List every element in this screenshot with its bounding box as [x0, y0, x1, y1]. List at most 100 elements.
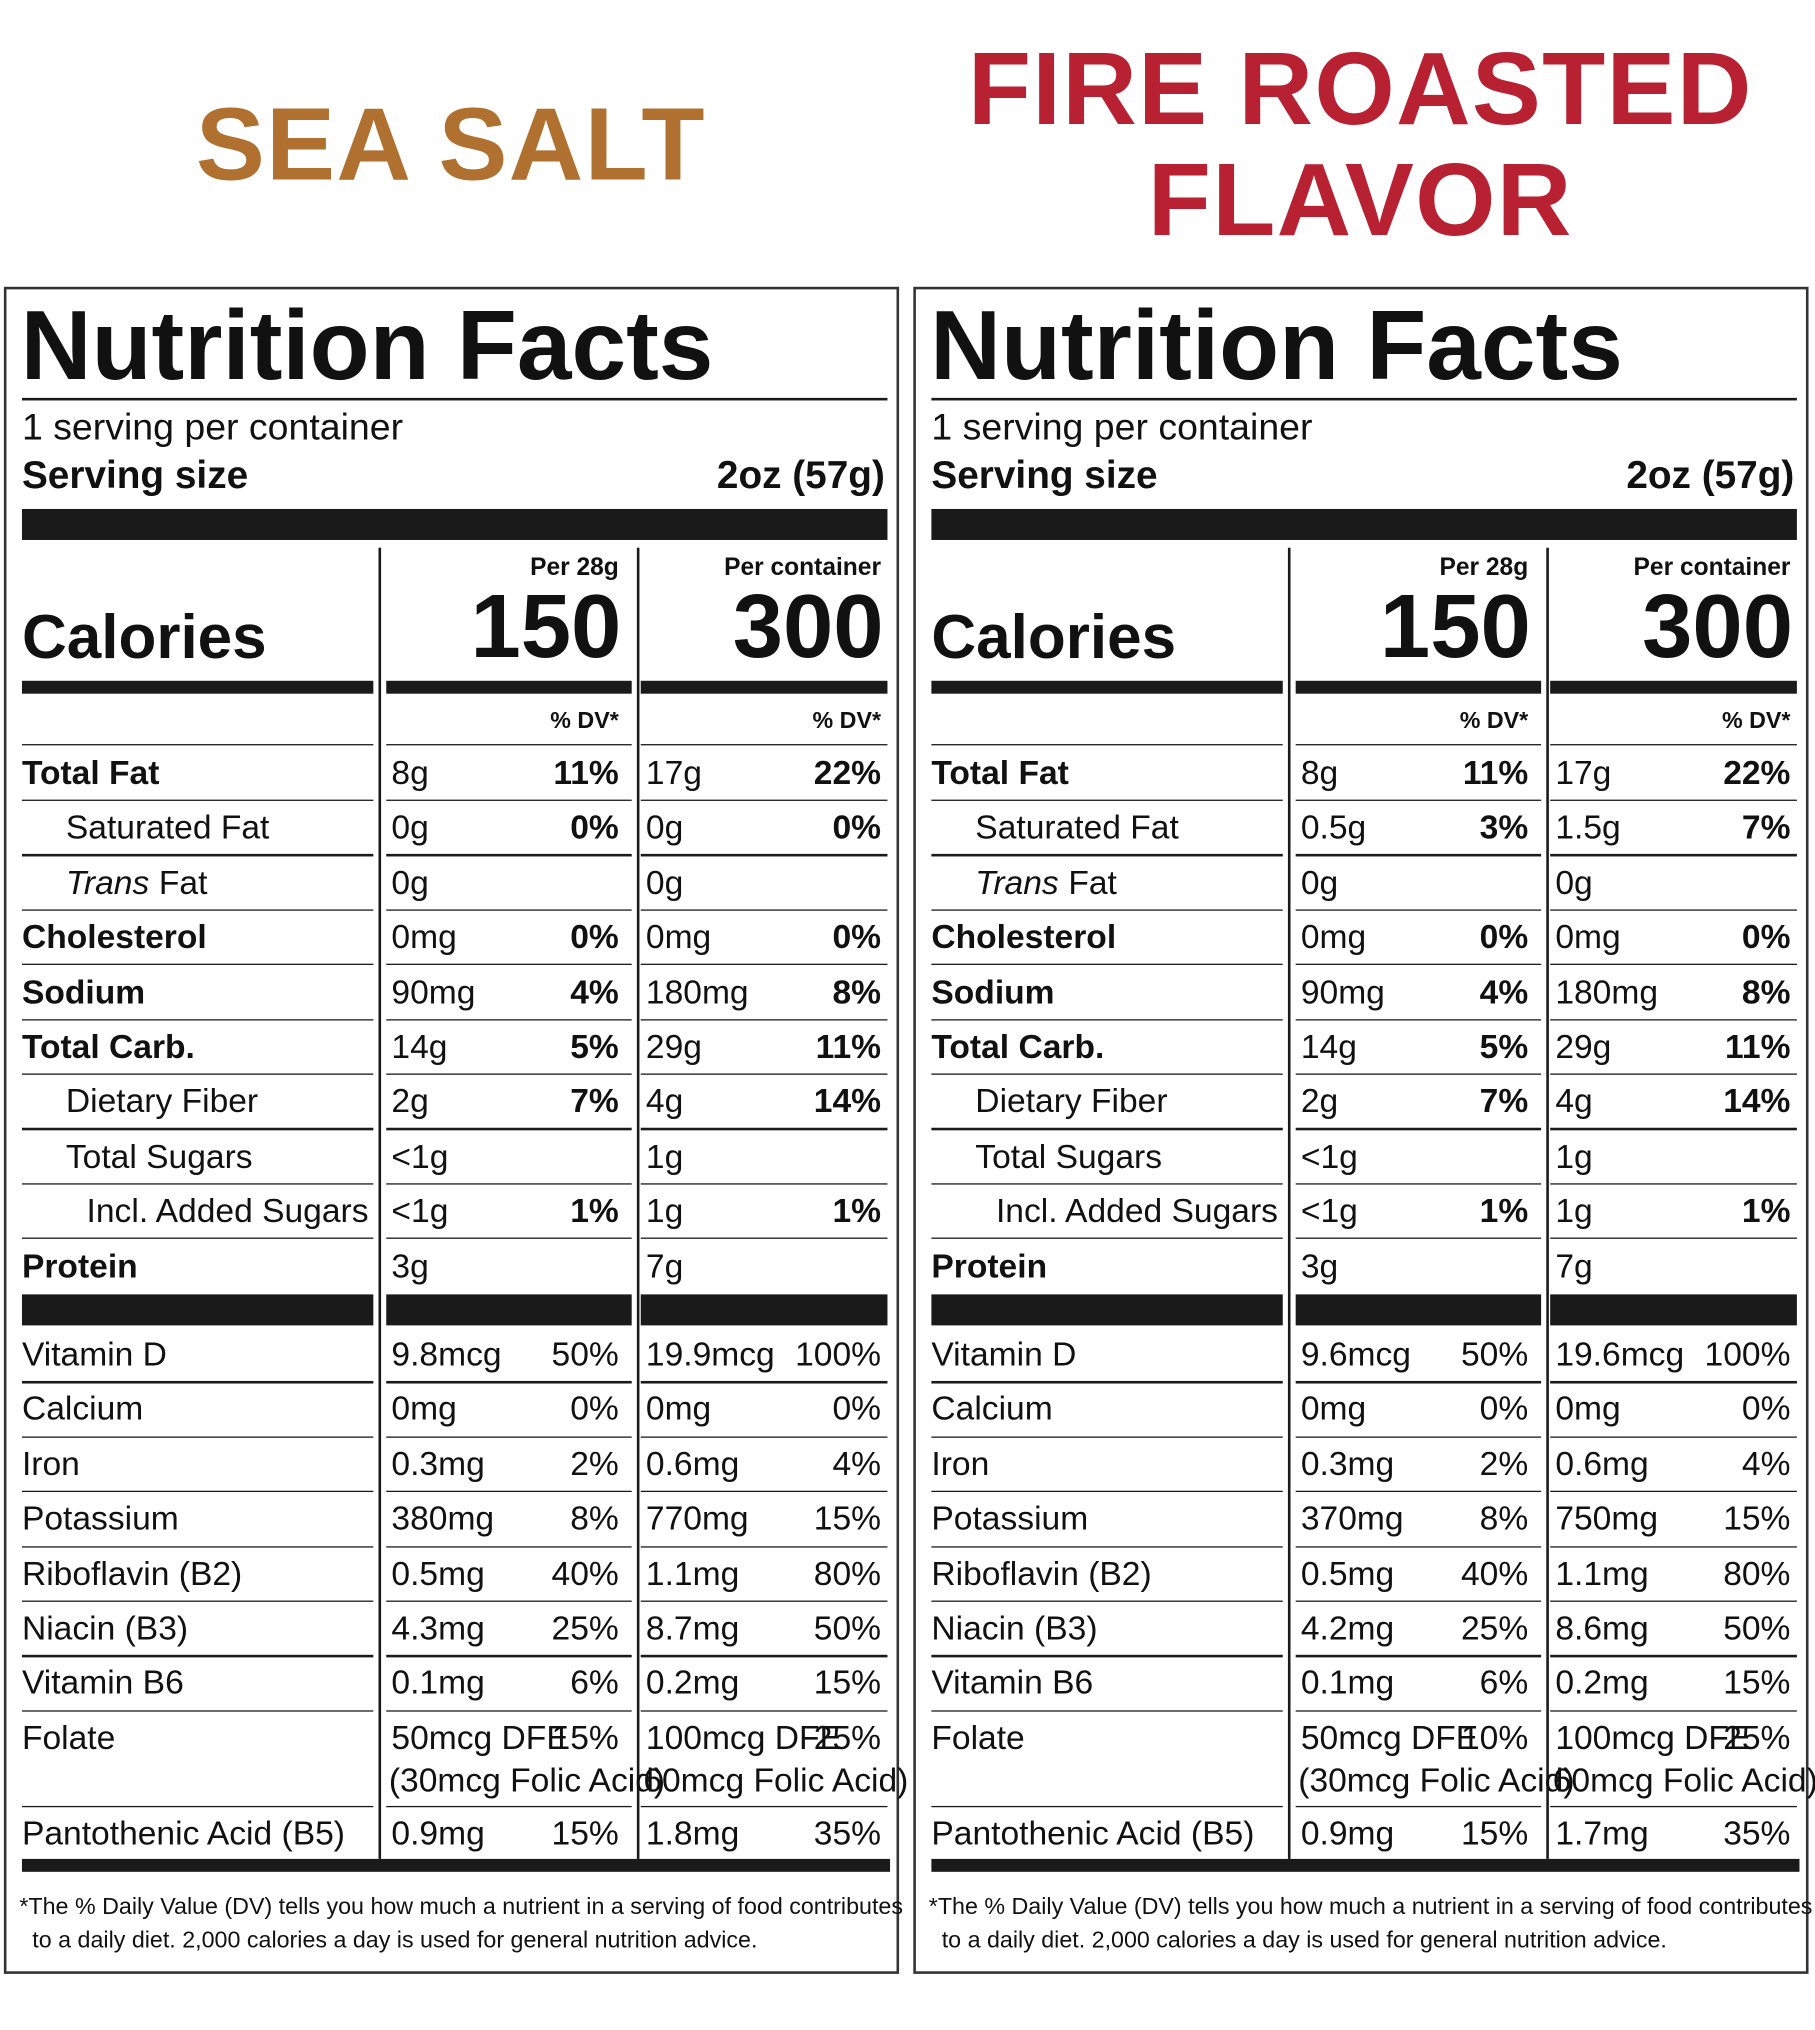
amount: 0.9mg [1300, 1813, 1395, 1853]
rule [21, 854, 374, 856]
amount: 0g [645, 807, 684, 847]
nutrient-name: Total Fat [21, 753, 160, 792]
rule [1295, 854, 1542, 856]
rule [21, 1600, 374, 1603]
daily-value: 0% [832, 917, 882, 957]
calories-value: 300 [732, 575, 884, 677]
rule [386, 854, 632, 856]
calories-value: 150 [470, 575, 622, 677]
dv-header: % DV* [550, 707, 619, 734]
rule [1550, 1128, 1797, 1130]
amount: 0.9mg [391, 1813, 485, 1853]
rule [21, 799, 374, 802]
amount: 0.3mg [1300, 1443, 1395, 1483]
nutrient-name: Protein [21, 1246, 138, 1285]
rule [640, 1600, 888, 1603]
daily-value: 0% [570, 1389, 619, 1428]
nutrient-name: Total Sugars [65, 1136, 253, 1176]
flavor-title: FIRE ROASTED FLAVOR [913, 28, 1807, 261]
amount: 8.7mg [645, 1608, 740, 1648]
vitamin-name: Vitamin D [21, 1334, 167, 1374]
thick-rule [1550, 1294, 1797, 1326]
rule [640, 1018, 888, 1021]
vitamin-name: Calcium [931, 1389, 1053, 1428]
daily-value: 1% [570, 1191, 619, 1231]
flavor-title: SEA SALT [4, 28, 898, 261]
rule [931, 508, 1797, 540]
daily-value: 15% [551, 1717, 619, 1757]
amount: 2g [1300, 1081, 1339, 1121]
daily-value: 50% [551, 1334, 619, 1374]
amount: 100mcg DFE [645, 1717, 842, 1757]
rule [386, 1655, 632, 1657]
daily-value: 15% [551, 1813, 619, 1853]
nutrient-name: Protein [931, 1246, 1048, 1285]
rule [1550, 1183, 1797, 1185]
daily-value: 8% [832, 972, 882, 1011]
daily-value: 8% [1479, 1498, 1529, 1538]
servings: 1 serving per container [931, 407, 1313, 449]
amount: 0.6mg [645, 1443, 740, 1483]
rule [1550, 1710, 1797, 1712]
amount: 3g [1300, 1246, 1339, 1285]
rule [1550, 854, 1797, 856]
rule [1550, 1018, 1797, 1021]
rule [21, 1073, 374, 1076]
rule [1550, 1655, 1797, 1657]
rule [386, 1545, 632, 1548]
daily-value: 7% [1741, 807, 1791, 847]
amount: 8g [391, 753, 429, 792]
amount-detail: 60mcg Folic Acid) [643, 1760, 909, 1800]
rule [21, 1436, 374, 1438]
rule [21, 1805, 374, 1808]
rule [1295, 1655, 1542, 1657]
rule [931, 1655, 1283, 1657]
rule [931, 397, 1797, 400]
amount: <1g [1300, 1191, 1358, 1231]
nutrition-label: Nutrition Facts 1 serving per container Se… [913, 286, 1815, 1974]
rule [386, 799, 632, 802]
rule [1550, 1436, 1797, 1438]
dv-header: % DV* [1721, 707, 1791, 734]
daily-value: 1% [1741, 1191, 1791, 1231]
rule [386, 1128, 632, 1130]
serving-size-label: Serving size [931, 454, 1158, 498]
daily-value: 40% [551, 1553, 619, 1593]
amount: 90mg [391, 972, 476, 1011]
amount: 0.5mg [1300, 1553, 1395, 1593]
rule [386, 1237, 632, 1240]
amount: 0mg [1555, 917, 1621, 957]
rule [1550, 1073, 1797, 1076]
daily-value: 2% [570, 1443, 619, 1483]
daily-value: 35% [1723, 1813, 1791, 1853]
rule [1550, 1381, 1797, 1383]
nutrient-name: Total Fat [931, 753, 1069, 792]
rule [21, 1490, 374, 1493]
vitamin-name: Vitamin D [931, 1334, 1077, 1374]
daily-value: 10% [1460, 1717, 1529, 1757]
rule [386, 909, 632, 911]
daily-value: 35% [813, 1813, 882, 1853]
rule [640, 909, 888, 911]
nutrient-name: Total Carb. [21, 1026, 195, 1066]
daily-value: 8% [570, 1498, 619, 1538]
daily-value: 11% [1725, 1026, 1791, 1066]
amount: 19.6mcg [1555, 1334, 1685, 1374]
daily-value: 7% [1479, 1081, 1529, 1121]
nutrient-name: Total Sugars [975, 1136, 1163, 1176]
amount: 180mg [1555, 972, 1659, 1011]
calories-value: 300 [1642, 575, 1794, 677]
rule [1550, 1545, 1797, 1548]
amount: 0g [645, 862, 684, 902]
rule [640, 1545, 888, 1548]
amount: 0mg [391, 917, 457, 957]
amount: 29g [1555, 1026, 1612, 1066]
rule [21, 1018, 374, 1021]
title-line: SEA SALT [195, 86, 706, 202]
daily-value: 7% [570, 1081, 619, 1121]
nutrient-name: Fat [158, 862, 208, 902]
rule [931, 1490, 1283, 1493]
thick-rule [386, 680, 632, 694]
amount: 8.6mg [1555, 1608, 1649, 1648]
rule [386, 1490, 632, 1493]
